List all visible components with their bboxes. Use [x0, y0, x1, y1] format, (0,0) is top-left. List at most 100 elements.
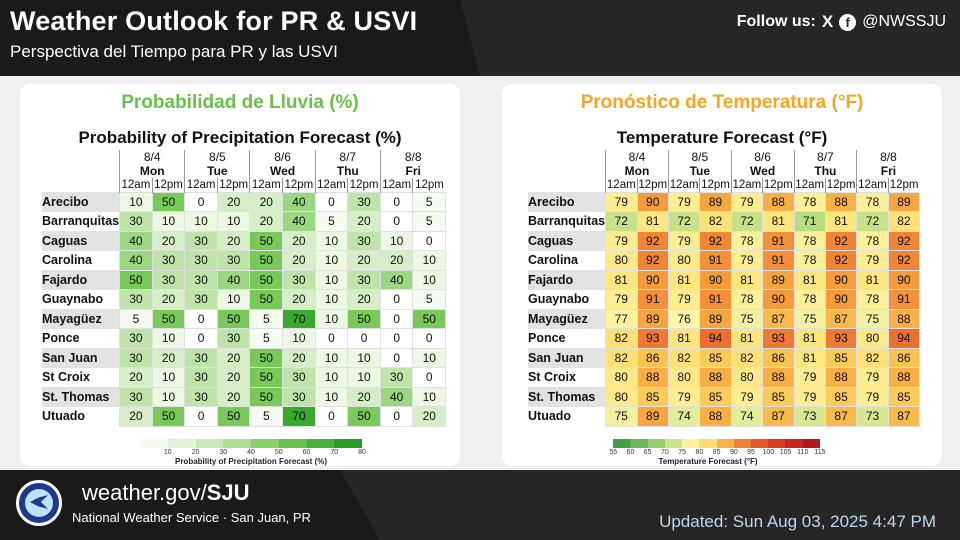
table-cell: 10 — [412, 347, 447, 368]
table-cell: 20 — [119, 406, 153, 427]
table-cell: 10 — [412, 250, 447, 271]
table-row: San Juan 82 86 82 85 82 86 81 85 82 86 — [528, 347, 921, 368]
website-link[interactable]: weather.gov/SJU — [82, 480, 250, 506]
location-label: Arecibo — [42, 192, 120, 212]
table-cell: 30 — [347, 269, 381, 290]
table-cell: 20 — [347, 386, 381, 407]
temp-subtitle: Temperature Forecast (°F) — [616, 128, 828, 147]
pop-subtitle: Probability of Precipitation Forecast (%… — [78, 128, 402, 147]
table-cell: 80 — [667, 250, 701, 271]
table-cell: 79 — [605, 191, 638, 212]
table-cell: 87 — [762, 406, 795, 427]
table-cell: 50 — [249, 367, 284, 388]
table-cell: 30 — [216, 250, 251, 271]
table-cell: 5 — [314, 211, 349, 232]
table-cell: 81 — [856, 269, 889, 290]
table-cell: 75 — [605, 406, 638, 427]
table-cell: 10 — [412, 386, 447, 407]
table-cell: 81 — [667, 328, 701, 349]
day-header: 8/8 Fri — [856, 150, 920, 178]
table-cell: 20 — [151, 289, 186, 310]
table-cell: 88 — [762, 367, 795, 388]
table-cell: 87 — [824, 406, 858, 427]
footer-tab — [0, 470, 380, 540]
table-cell: 10 — [314, 347, 349, 368]
table-cell: 0 — [412, 230, 447, 251]
period-header: 12pm — [216, 178, 250, 192]
website-prefix: weather.gov/ — [82, 480, 207, 505]
table-cell: 85 — [887, 386, 921, 407]
table-cell: 80 — [856, 328, 889, 349]
table-cell: 85 — [762, 386, 795, 407]
table-cell: 0 — [314, 191, 349, 212]
table-cell: 81 — [793, 347, 826, 368]
table-cell: 50 — [249, 289, 284, 310]
period-header: 12pm — [347, 178, 381, 192]
website-suffix: SJU — [206, 480, 250, 505]
x-icon[interactable]: X — [821, 12, 834, 31]
period-header: 12pm — [762, 178, 794, 192]
table-cell: 5 — [412, 289, 447, 310]
page-subtitle: Perspectiva del Tiempo para PR y las USV… — [10, 42, 338, 61]
table-cell: 78 — [730, 289, 764, 310]
table-cell: 0 — [314, 328, 349, 349]
social-handle[interactable]: @NWSSJU — [862, 13, 946, 30]
table-cell: 80 — [605, 386, 638, 407]
table-cell: 78 — [793, 230, 826, 251]
location-label: St. Thomas — [42, 387, 120, 407]
colorbar-tick: 80 — [358, 449, 366, 456]
colorbar-tick: 75 — [678, 449, 687, 456]
day-date: 8/4 — [143, 150, 161, 164]
location-label: San Juan — [42, 348, 120, 368]
table-cell: 70 — [282, 406, 316, 427]
table-cell: 86 — [887, 347, 921, 368]
colorbar-segment — [802, 439, 820, 448]
colorbar-tick: 115 — [814, 449, 826, 456]
table-row: Utuado 20 50 0 50 5 70 0 50 0 20 — [42, 406, 447, 427]
table-cell: 10 — [314, 308, 349, 329]
location-label: Carolina — [42, 250, 120, 270]
table-cell: 93 — [636, 328, 669, 349]
colorbar-segment — [785, 439, 803, 448]
table-cell: 81 — [667, 269, 701, 290]
colorbar-tick: 95 — [747, 449, 755, 456]
table-cell: 50 — [347, 308, 381, 329]
table-row: Ponce 30 10 0 30 5 10 0 0 0 0 — [42, 328, 447, 349]
table-cell: 30 — [119, 289, 153, 310]
table-cell: 90 — [824, 269, 858, 290]
table-cell: 20 — [119, 367, 153, 388]
table-cell: 10 — [314, 230, 349, 251]
table-cell: 20 — [216, 230, 251, 251]
table-cell: 20 — [249, 191, 284, 212]
table-cell: 30 — [119, 347, 153, 368]
table-row: Barranquitas 72 81 72 82 72 81 71 81 72 82 — [528, 211, 921, 232]
table-cell: 5 — [119, 308, 153, 329]
table-cell: 30 — [184, 250, 218, 271]
colorbar-tick: 60 — [302, 449, 311, 456]
table-cell: 20 — [151, 347, 186, 368]
table-row: San Juan 30 20 30 20 50 20 10 10 0 10 — [42, 347, 447, 368]
colorbar-segment — [334, 439, 362, 448]
day-of-week: Mon — [139, 164, 165, 178]
table-cell: 50 — [249, 347, 284, 368]
table-cell: 85 — [699, 386, 732, 407]
table-cell: 86 — [762, 347, 795, 368]
location-label: Caguas — [42, 231, 120, 251]
table-cell: 30 — [184, 347, 218, 368]
colorbar-tick: 10 — [163, 449, 172, 456]
social-follow: Follow us: X f @NWSSJU — [737, 12, 946, 32]
header-bar: Weather Outlook for PR & USVI Perspectiv… — [0, 0, 960, 76]
table-cell: 30 — [184, 367, 218, 388]
table-cell: 10 — [151, 367, 186, 388]
colorbar-segment — [278, 439, 307, 448]
table-cell: 89 — [699, 191, 732, 212]
table-cell: 90 — [887, 269, 921, 290]
table-cell: 78 — [856, 289, 889, 310]
facebook-icon[interactable]: f — [839, 13, 857, 31]
table-cell: 72 — [605, 211, 638, 232]
day-date: 8/8 — [404, 150, 422, 164]
table-cell: 5 — [249, 308, 284, 329]
day-of-week: Fri — [405, 164, 421, 178]
period-header: 12am — [856, 178, 889, 192]
table-cell: 92 — [636, 250, 669, 271]
